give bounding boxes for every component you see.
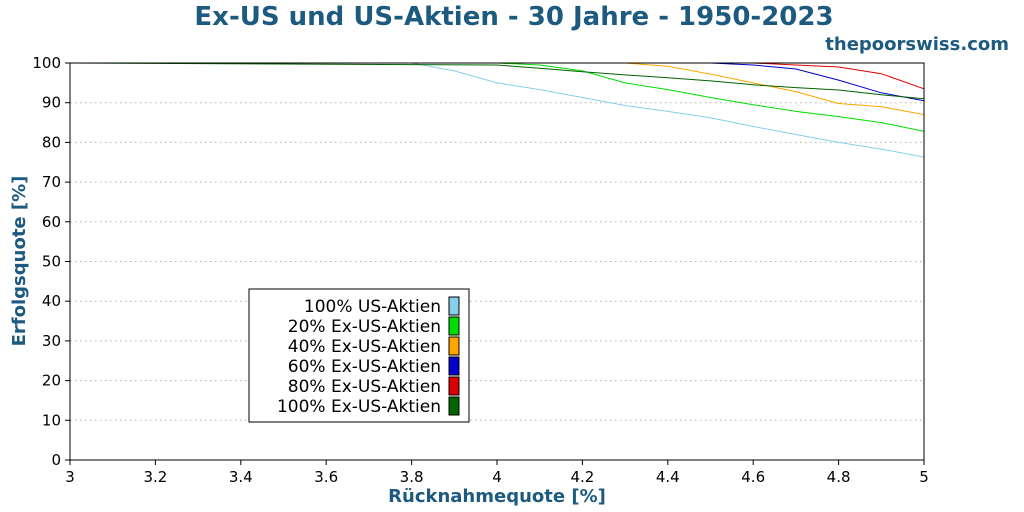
legend-box bbox=[248, 288, 470, 423]
y-tick-label: 10 bbox=[42, 411, 61, 429]
y-tick-label: 80 bbox=[42, 133, 61, 151]
legend-swatch bbox=[448, 376, 460, 396]
legend-swatch bbox=[448, 396, 460, 416]
x-tick-label: 3.6 bbox=[314, 468, 338, 486]
x-tick-label: 4 bbox=[492, 468, 502, 486]
x-tick-label: 4.2 bbox=[570, 468, 594, 486]
legend-entry-label: 60% Ex-US-Aktien bbox=[288, 357, 441, 377]
y-tick-label: 40 bbox=[42, 292, 61, 310]
legend-swatch bbox=[448, 336, 460, 356]
series-line-1 bbox=[70, 62, 925, 158]
x-tick-label: 3.4 bbox=[229, 468, 253, 486]
series-line-6 bbox=[69, 62, 925, 100]
series-line-3 bbox=[70, 62, 925, 116]
legend-entry-label: 20% Ex-US-Aktien bbox=[288, 317, 441, 337]
x-tick-label: 4.8 bbox=[827, 468, 851, 486]
legend-swatch bbox=[448, 356, 460, 376]
series-layer bbox=[69, 62, 925, 158]
y-tick-label: 30 bbox=[42, 332, 61, 350]
legend-entry-label: 80% Ex-US-Aktien bbox=[288, 377, 441, 397]
series-line-2 bbox=[70, 62, 925, 132]
y-tick-label: 60 bbox=[42, 213, 61, 231]
legend-entry-label: 100% Ex-US-Aktien bbox=[277, 397, 441, 417]
legend-swatch bbox=[448, 296, 460, 316]
x-tick-label: 4.4 bbox=[656, 468, 680, 486]
y-tick-label: 90 bbox=[42, 94, 61, 112]
grid bbox=[70, 102, 924, 421]
brand-label: thepoorswiss.com bbox=[825, 34, 1009, 55]
y-tick-label: 0 bbox=[51, 451, 61, 469]
tick-layer: 0 10 20 30 40 50 60 70 80 90 100 3 3.2 3.4 3.6 3.8 4 4.2 4… bbox=[32, 54, 928, 486]
x-axis-label: Rücknahmequote [%] bbox=[388, 486, 606, 507]
x-tick-label: 4.6 bbox=[741, 468, 765, 486]
x-tick-label: 3 bbox=[65, 468, 75, 486]
y-axis-label: Erfolgsquote [%] bbox=[9, 176, 30, 347]
y-tick-label: 70 bbox=[42, 173, 61, 191]
y-tick-label: 20 bbox=[42, 372, 61, 390]
series-line-5 bbox=[70, 62, 925, 90]
x-tick-label: 3.8 bbox=[400, 468, 424, 486]
x-tick-label: 3.2 bbox=[143, 468, 167, 486]
y-tick-label: 100 bbox=[32, 54, 61, 72]
legend-entry-label: 40% Ex-US-Aktien bbox=[288, 337, 441, 357]
chart-title: Ex-US und US-Aktien - 30 Jahre - 1950-20… bbox=[194, 2, 833, 32]
series-line-4 bbox=[70, 62, 925, 102]
legend-swatch bbox=[448, 316, 460, 336]
y-tick-label: 50 bbox=[42, 253, 61, 271]
x-tick-label: 5 bbox=[919, 468, 929, 486]
legend-entry-label: 100% US-Aktien bbox=[304, 297, 441, 317]
